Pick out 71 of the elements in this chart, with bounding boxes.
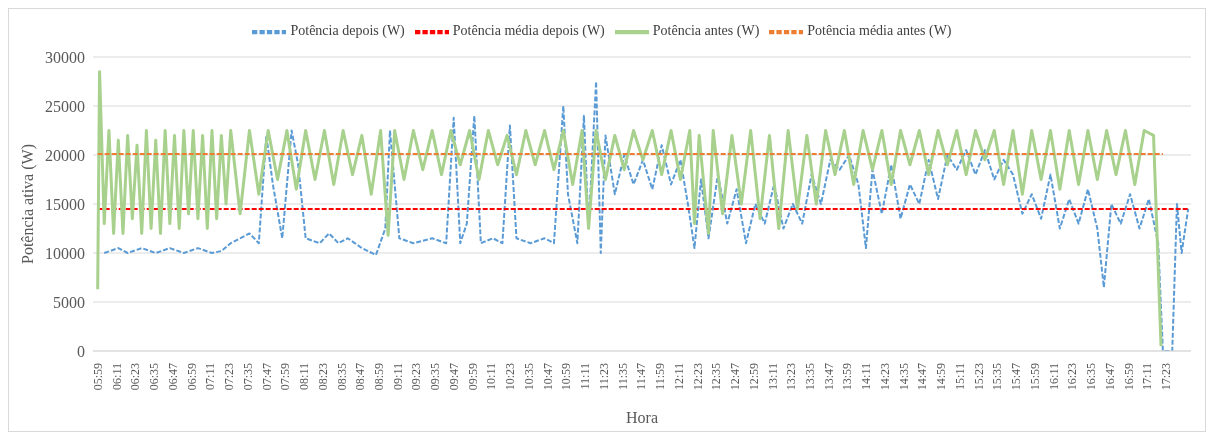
- y-tick-label: 5000: [53, 293, 85, 311]
- x-tick-label: 12:11: [671, 363, 686, 390]
- x-tick-label: 05:59: [90, 363, 105, 391]
- x-tick-label: 07:23: [222, 363, 237, 391]
- x-tick-label: 11:35: [615, 363, 630, 390]
- y-tick-label: 15000: [45, 195, 85, 213]
- x-tick-label: 15:47: [1009, 363, 1024, 391]
- x-tick-label: 10:59: [559, 363, 574, 391]
- x-tick-label: 09:23: [409, 363, 424, 391]
- x-tick-label: 08:11: [297, 363, 312, 390]
- x-tick-label: 14:59: [934, 363, 949, 391]
- x-tick-label: 14:23: [877, 363, 892, 391]
- x-tick-label: 13:47: [821, 363, 836, 391]
- x-tick-label: 13:59: [840, 363, 855, 391]
- x-tick-label: 15:35: [990, 363, 1005, 391]
- x-tick-label: 14:47: [915, 363, 930, 391]
- x-tick-label: 16:47: [1102, 363, 1117, 391]
- x-tick-label: 16:35: [1084, 363, 1099, 391]
- x-tick-label: 10:23: [503, 363, 518, 391]
- x-tick-label: 15:59: [1027, 363, 1042, 391]
- x-tick-label: 11:23: [596, 363, 611, 390]
- x-tick-label: 17:23: [1158, 363, 1173, 391]
- x-tick-label: 10:47: [540, 363, 555, 391]
- x-tick-label: 12:23: [690, 363, 705, 391]
- x-tick-label: 11:47: [634, 363, 649, 390]
- x-tick-label: 09:35: [428, 363, 443, 391]
- x-tick-label: 09:11: [390, 363, 405, 390]
- x-tick-label: 07:59: [278, 363, 293, 391]
- x-tick-label: 13:35: [802, 363, 817, 391]
- y-tick-label: 0: [77, 342, 85, 360]
- x-tick-label: 15:11: [952, 363, 967, 390]
- x-tick-label: 16:11: [1046, 363, 1061, 390]
- legend-label: Potência média depois (W): [452, 23, 605, 39]
- x-tick-label: 13:11: [765, 363, 780, 390]
- x-tick-label: 06:23: [128, 363, 143, 391]
- x-tick-label: 11:11: [578, 363, 593, 390]
- x-tick-label: 14:11: [859, 363, 874, 390]
- x-tick-label: 06:35: [147, 363, 162, 391]
- x-tick-label: 06:11: [109, 363, 124, 390]
- y-tick-label: 25000: [45, 97, 85, 115]
- x-tick-label: 11:59: [653, 363, 668, 390]
- x-tick-label: 13:23: [784, 363, 799, 391]
- x-tick-label: 07:35: [240, 363, 255, 391]
- x-tick-label: 12:47: [728, 363, 743, 391]
- x-tick-label: 16:59: [1121, 363, 1136, 391]
- x-tick-label: 14:35: [896, 363, 911, 391]
- y-tick-label: 20000: [45, 146, 85, 164]
- x-tick-label: 12:59: [746, 363, 761, 391]
- x-tick-label: 09:47: [446, 363, 461, 391]
- x-tick-label: 06:47: [165, 363, 180, 391]
- y-tick-label: 30000: [45, 48, 85, 66]
- legend-label: Potência média antes (W): [807, 23, 952, 39]
- x-tick-label: 17:11: [1140, 363, 1155, 390]
- x-tick-label: 10:35: [521, 363, 536, 391]
- x-tick-label: 16:23: [1065, 363, 1080, 391]
- legend-label: Potência depois (W): [290, 23, 405, 39]
- x-tick-label: 07:11: [203, 363, 218, 390]
- x-tick-label: 08:23: [315, 363, 330, 391]
- y-tick-label: 10000: [45, 244, 85, 262]
- x-tick-label: 07:47: [259, 363, 274, 391]
- x-tick-label: 10:11: [484, 363, 499, 390]
- y-axis-title: Potência ativa (W): [18, 144, 37, 264]
- x-tick-label: 08:59: [372, 363, 387, 391]
- x-tick-label: 08:35: [334, 363, 349, 391]
- x-tick-label: 15:23: [971, 363, 986, 391]
- legend-label: Potência antes (W): [652, 23, 760, 39]
- x-tick-label: 09:59: [465, 363, 480, 391]
- x-tick-label: 06:59: [184, 363, 199, 391]
- x-axis-title: Hora: [626, 409, 658, 426]
- x-tick-label: 08:47: [353, 363, 368, 391]
- x-tick-label: 12:35: [709, 363, 724, 391]
